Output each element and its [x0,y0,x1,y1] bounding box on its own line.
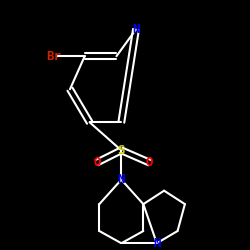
Text: N: N [132,23,140,36]
Text: Br: Br [46,50,62,63]
Text: O: O [146,156,153,169]
Text: O: O [93,156,101,169]
Text: N: N [118,173,125,186]
Text: S: S [118,144,125,157]
Text: N: N [153,237,160,250]
